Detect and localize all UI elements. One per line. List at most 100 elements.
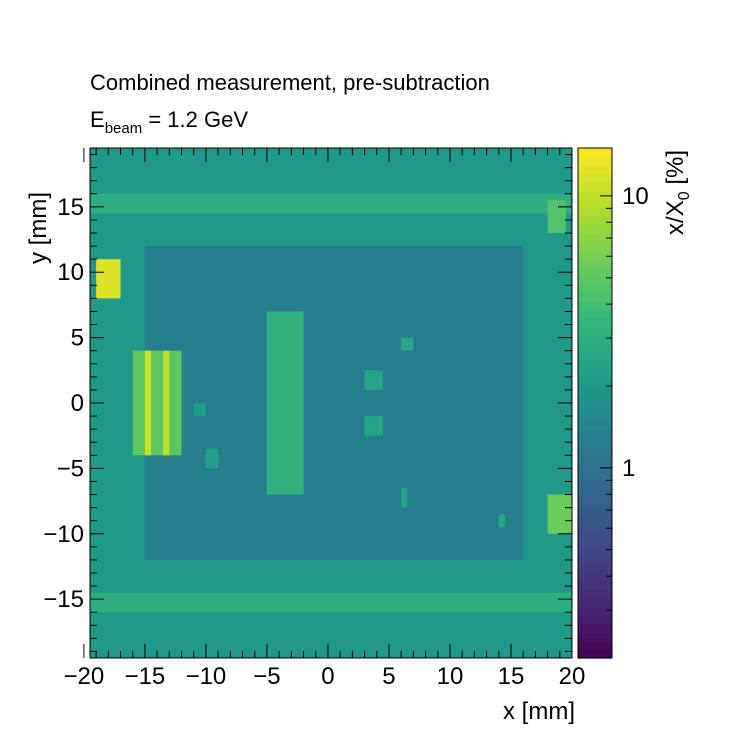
heatmap-region-2 — [90, 193, 572, 214]
colorbar-segment — [578, 479, 612, 489]
colorbar-segment — [578, 581, 612, 591]
heatmap-region-1 — [144, 246, 524, 560]
colorbar-segment — [578, 318, 612, 328]
colorbar-segment — [578, 530, 612, 540]
y-tick-label: −15 — [43, 586, 84, 613]
colorbar-segment — [578, 165, 612, 175]
chart-title: Combined measurement, pre-subtraction — [90, 70, 490, 95]
colorbar-segment — [578, 564, 612, 574]
heatmap-region-12 — [364, 416, 383, 436]
colorbar-segment — [578, 377, 612, 387]
colorbar-segment — [578, 420, 612, 430]
colorbar-segment — [578, 547, 612, 557]
y-tick-label: 5 — [71, 325, 84, 352]
colorbar-segment — [578, 301, 612, 311]
colorbar-segment — [578, 513, 612, 523]
colorbar-segment — [578, 607, 612, 617]
heatmap-region-11 — [364, 370, 383, 390]
plot-area — [90, 148, 572, 658]
colorbar-segment — [578, 284, 612, 294]
colorbar-segment — [578, 292, 612, 302]
colorbar-segment — [578, 360, 612, 370]
x-tick-label: 15 — [498, 663, 525, 690]
colorbar-segment — [578, 445, 612, 455]
y-axis-label: y [mm] — [25, 192, 52, 264]
subtitle-subscript: beam — [105, 120, 143, 137]
x-axis-label: x [mm] — [503, 698, 575, 725]
heatmap-region-14 — [205, 448, 219, 469]
colorbar-segment — [578, 539, 612, 549]
heatmap-region-6 — [163, 350, 170, 456]
colorbar-segment — [578, 496, 612, 506]
heatmap-region-17 — [498, 514, 505, 528]
colorbar-segment — [578, 352, 612, 362]
colorbar-segment — [578, 428, 612, 438]
heatmap-region-13 — [401, 337, 414, 351]
heatmap-region-5 — [144, 350, 152, 456]
colorbar-segment — [578, 275, 612, 285]
subtitle-main: E — [90, 107, 105, 132]
x-tick-label: −20 — [64, 663, 105, 690]
colorbar-segment — [578, 207, 612, 217]
colorbar-segment — [578, 258, 612, 268]
colorbar-segment — [578, 267, 612, 277]
colorbar-segment — [578, 216, 612, 226]
x-tick-label: 5 — [382, 663, 395, 690]
colorbar-segment — [578, 505, 612, 515]
axes: −20 −15 −10 −5 0 5 10 15 20 15 10 5 0 −5 −10 −15 1 10 — [43, 147, 649, 690]
x-tick-label: −15 — [125, 663, 166, 690]
heatmap-region-16 — [401, 488, 408, 508]
colorbar-segment — [578, 471, 612, 481]
colorbar-segment — [578, 437, 612, 447]
colorbar-segment — [578, 403, 612, 413]
colorbar-segment — [578, 386, 612, 396]
colorbar-segment — [578, 173, 612, 183]
heatmap-region-9 — [547, 494, 572, 534]
colorbar-segment — [578, 156, 612, 166]
y-tick-label: 10 — [57, 259, 84, 286]
colorbar-segment — [578, 309, 612, 319]
colorbar-segment — [578, 632, 612, 642]
colorbar-segment — [578, 190, 612, 200]
colorbar-segment — [578, 241, 612, 251]
colorbar-segment — [578, 649, 612, 659]
subtitle-rest: = 1.2 GeV — [142, 107, 248, 132]
colorbar-segment — [578, 598, 612, 608]
zlabel-main: x/X — [662, 200, 689, 235]
y-tick-label: 0 — [71, 390, 84, 417]
heatmap-region-10 — [547, 200, 566, 233]
colorbar-tick-label: 10 — [622, 183, 649, 210]
z-axis-label: x/X0 [%] — [662, 150, 693, 235]
y-tick-label: 15 — [57, 194, 84, 221]
colorbar-segment — [578, 250, 612, 260]
x-tick-label: 10 — [437, 663, 464, 690]
colorbar-segment — [578, 233, 612, 243]
colorbar-segment — [578, 573, 612, 583]
heatmap-region-3 — [90, 592, 572, 613]
colorbar-segment — [578, 199, 612, 209]
colorbar-segment — [578, 641, 612, 651]
heatmap-region-8 — [96, 259, 121, 299]
x-tick-label: −5 — [253, 663, 280, 690]
colorbar-segment — [578, 556, 612, 566]
heatmap-region-7 — [266, 311, 304, 495]
y-tick-label: −10 — [43, 521, 84, 548]
y-tick-label: −5 — [57, 455, 84, 482]
zlabel-rest: [%] — [662, 150, 689, 191]
colorbar-segment — [578, 488, 612, 498]
colorbar-segment — [578, 615, 612, 625]
colorbar-segment — [578, 335, 612, 345]
colorbar-segment — [578, 224, 612, 234]
colorbar-segment — [578, 454, 612, 464]
zlabel-subscript: 0 — [676, 191, 693, 200]
color-bar — [578, 148, 612, 659]
colorbar-segment — [578, 522, 612, 532]
colorbar-segment — [578, 148, 612, 158]
colorbar-segment — [578, 462, 612, 472]
x-tick-label: 20 — [559, 663, 586, 690]
chart-subtitle: Ebeam = 1.2 GeV — [90, 107, 248, 137]
colorbar-segment — [578, 624, 612, 634]
colorbar-segment — [578, 182, 612, 192]
colorbar-segment — [578, 394, 612, 404]
